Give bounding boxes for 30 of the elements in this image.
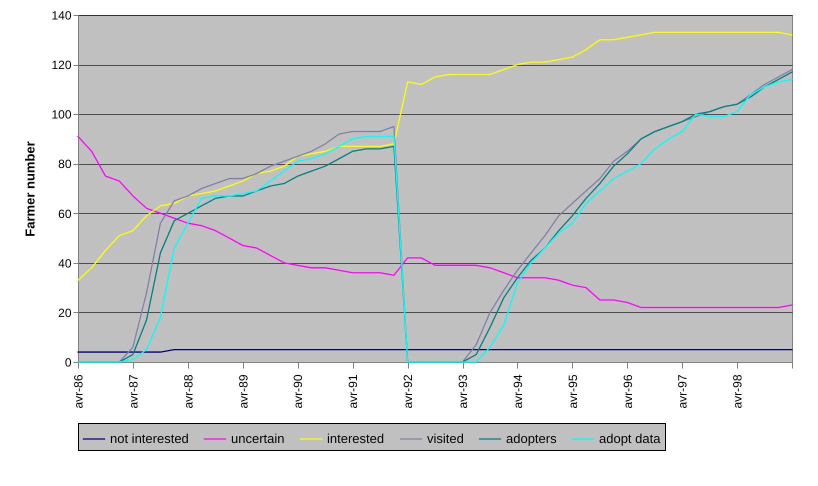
legend-label: interested (327, 431, 384, 446)
x-tick-label: avr-95 (566, 374, 580, 409)
y-axis-title: Farmer number (22, 141, 38, 237)
x-tick-label: avr-87 (126, 374, 140, 409)
line-series (77, 136, 793, 308)
y-tick-label: 40 (58, 256, 72, 270)
y-tick-label: 140 (51, 8, 72, 22)
y-tick-label: 80 (58, 157, 72, 172)
y-tick-label: 120 (51, 58, 72, 72)
legend-label: not interested (110, 431, 189, 446)
x-tick-label: avr-93 (456, 374, 470, 409)
line-series (77, 32, 793, 281)
x-tick-label: avr-96 (620, 374, 635, 409)
x-tick-label: avr-98 (730, 374, 745, 409)
x-tick-label: avr-88 (181, 374, 196, 409)
y-tick-label: 0 (64, 356, 72, 370)
x-tick-label: avr-94 (510, 374, 525, 409)
legend-label: adopters (506, 431, 558, 446)
x-tick-label: avr-91 (346, 374, 360, 409)
x-tick-label: avr-97 (676, 374, 690, 409)
y-tick-label: 60 (58, 206, 72, 221)
y-tick-label: 100 (51, 108, 72, 122)
x-tick-label: avr-89 (236, 374, 250, 409)
x-tick-label: avr-92 (401, 374, 416, 409)
x-tick-label: avr-86 (72, 374, 86, 409)
legend-label: adopt data (599, 431, 662, 446)
x-tick-label: avr-90 (291, 374, 306, 409)
legend-label: uncertain (231, 431, 284, 446)
y-tick-label: 20 (58, 306, 72, 320)
legend-label: visited (427, 431, 464, 446)
